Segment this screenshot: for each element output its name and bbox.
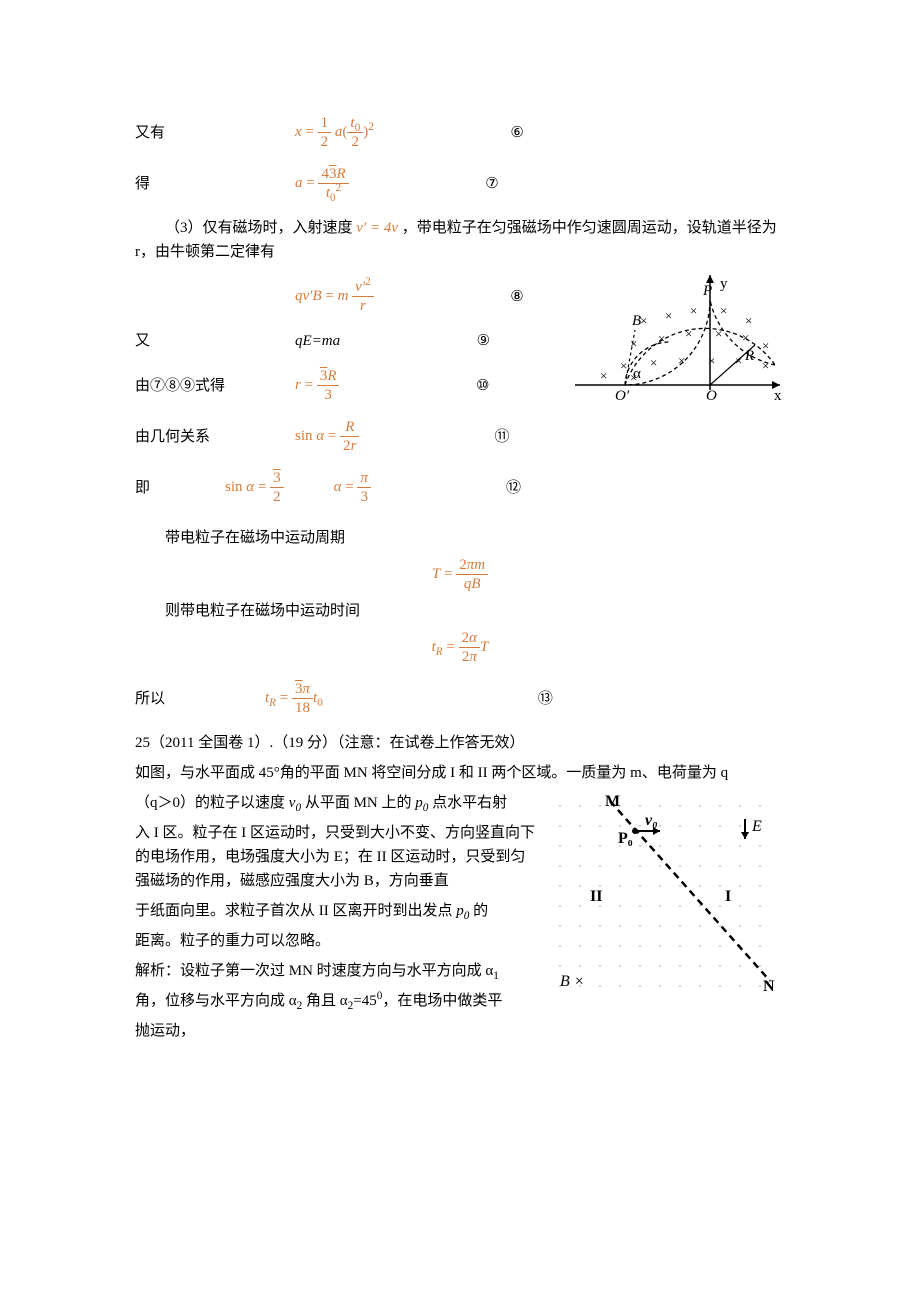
equation-number: ⑩ <box>339 374 489 398</box>
equation-row-7: 得 a = 43Rt02 ⑦ <box>135 165 785 202</box>
equation-row-13: 所以 tR = 3π18t0 ⑬ <box>135 680 785 717</box>
text: 从平面 MN 上的 <box>305 795 412 811</box>
paragraph-part3: （3）仅有磁场时，入射速度 v′ = 4v ，带电粒子在匀强磁场中作匀速圆周运动… <box>135 216 785 264</box>
equation-tR1: tR = 2α2πT <box>135 629 785 666</box>
svg-text:×: × <box>762 338 769 353</box>
figure-region-mn: M N P₀ v₀ E II I B × <box>545 791 785 1011</box>
equation-row-10: 由⑦⑧⑨式得 r = 3R3 ⑩ <box>135 367 560 404</box>
lead-label: 由几何关系 <box>135 425 295 449</box>
inline-eq: v′ = 4v <box>356 220 398 236</box>
label-M: M <box>605 793 620 810</box>
equation-12b: α = π3 <box>334 469 371 506</box>
equation-12a: sin α = 32 <box>225 469 284 506</box>
equation-row-8: qv′B = m v′2r ⑧ <box>135 278 560 315</box>
svg-text:×: × <box>762 358 769 373</box>
label-O-prime: O′ <box>615 388 630 404</box>
svg-text:×: × <box>630 336 637 351</box>
text: 的 <box>473 903 488 919</box>
solution-line3: 抛运动， <box>135 1019 785 1043</box>
svg-text:×: × <box>620 358 627 373</box>
label-Bx: B × <box>560 973 585 990</box>
lead-label: 得 <box>135 172 295 196</box>
label-y: y <box>720 276 728 292</box>
svg-text:×: × <box>720 303 727 318</box>
equation-13: tR = 3π18t0 <box>265 680 323 717</box>
label-B: B <box>632 313 641 329</box>
figure-magnetic-circle: ××××× ×××××× ×××××× ×× P y x O O′ R B α <box>570 270 785 410</box>
q25-heading: 25（2011 全国卷 1）.（19 分）（注意：在试卷上作答无效） <box>135 731 785 755</box>
svg-text:×: × <box>665 308 672 323</box>
svg-text:×: × <box>600 368 607 383</box>
lead-label: 所以 <box>135 687 225 711</box>
equation-number: ⑥ <box>374 121 524 145</box>
symbol-v0: v0 <box>289 795 301 811</box>
text: ，在电场中做类平 <box>382 993 502 1009</box>
lead-label: 又有 <box>135 121 295 145</box>
equation-number: ⑦ <box>349 172 499 196</box>
label-v0: v₀ <box>645 812 658 829</box>
label-R: R <box>744 348 754 364</box>
text: 角且 α <box>306 993 348 1009</box>
label-N: N <box>763 978 775 995</box>
lead-label: 又 <box>135 329 295 353</box>
text: 角，位移与水平方向成 α <box>135 993 297 1009</box>
text: 解析：设粒子第一次过 MN 时速度方向与水平方向成 α <box>135 963 493 979</box>
equation-row-12: 即 sin α = 32 α = π3 ⑫ <box>135 469 785 506</box>
text: （3）仅有磁场时，入射速度 <box>165 220 353 236</box>
q25-line1: 如图，与水平面成 45°角的平面 MN 将空间分成 I 和 II 两个区域。一质… <box>135 761 785 785</box>
paragraph-period: 带电粒子在磁场中运动周期 <box>135 526 785 550</box>
equation-6: x = 12 a(t02)2 <box>295 114 374 151</box>
label-P0: P₀ <box>618 830 633 847</box>
equation-row-11: 由几何关系 sin α = R2r ⑪ <box>135 418 560 455</box>
equation-11: sin α = R2r <box>295 418 359 455</box>
text: （q＞0）的粒子以速度 <box>135 795 285 811</box>
equation-row-9: 又 qE=ma ⑨ <box>135 329 560 353</box>
text: 点水平右射 <box>432 795 507 811</box>
equation-9: qE=ma <box>295 329 340 353</box>
text: 于纸面向里。求粒子首次从 II 区离开时到出发点 <box>135 903 453 919</box>
label-alpha: α <box>633 366 641 382</box>
svg-text:×: × <box>708 353 715 368</box>
label-II: II <box>590 888 602 905</box>
equation-T: T = 2πmqB <box>135 556 785 593</box>
svg-text:×: × <box>745 313 752 328</box>
label-E: E <box>751 818 762 835</box>
equation-10: r = 3R3 <box>295 367 339 404</box>
label-O: O <box>706 388 717 404</box>
svg-text:×: × <box>650 355 657 370</box>
svg-text:×: × <box>678 353 685 368</box>
svg-text:×: × <box>690 303 697 318</box>
label-P: P <box>702 283 712 299</box>
svg-text:×: × <box>685 326 692 341</box>
text: =45 <box>353 993 376 1009</box>
lead-label: 即 <box>135 476 225 500</box>
equation-number: ⑨ <box>340 329 490 353</box>
svg-text:×: × <box>715 326 722 341</box>
svg-text:×: × <box>658 331 665 346</box>
label-I: I <box>725 888 731 905</box>
symbol-p0: p0 <box>456 903 469 919</box>
equation-number: ⑫ <box>371 476 521 500</box>
paragraph-time: 则带电粒子在磁场中运动时间 <box>135 599 785 623</box>
symbol-p0: p0 <box>415 795 428 811</box>
label-x: x <box>774 388 782 404</box>
lead-label: 由⑦⑧⑨式得 <box>135 374 295 398</box>
svg-text:×: × <box>742 330 749 345</box>
equation-row-6: 又有 x = 12 a(t02)2 ⑥ <box>135 114 785 151</box>
svg-text:×: × <box>735 353 742 368</box>
equation-number: ⑧ <box>374 285 524 309</box>
equation-number: ⑬ <box>323 687 553 711</box>
equation-7: a = 43Rt02 <box>295 165 349 202</box>
equation-number: ⑪ <box>359 425 509 449</box>
equation-8: qv′B = m v′2r <box>295 278 374 315</box>
